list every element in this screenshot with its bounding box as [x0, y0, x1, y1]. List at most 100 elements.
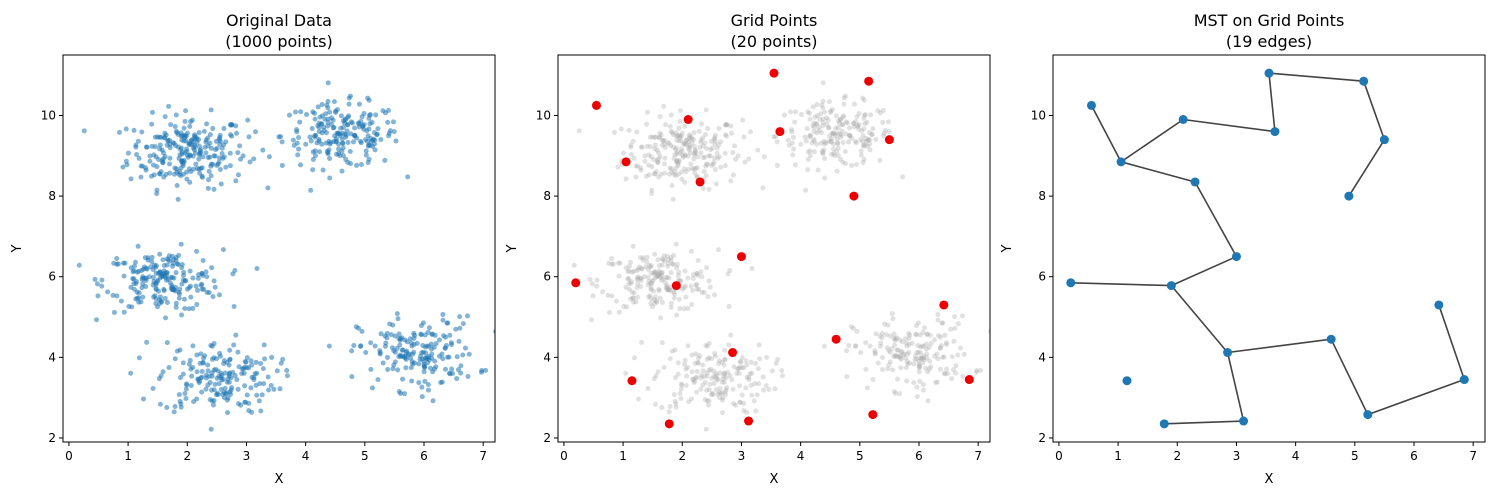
background-point: [902, 336, 908, 342]
data-point: [296, 134, 302, 140]
background-point: [849, 135, 855, 141]
background-point: [861, 115, 867, 121]
background-point: [711, 159, 717, 165]
background-point: [720, 376, 726, 382]
data-point: [354, 135, 360, 141]
background-point: [716, 125, 722, 131]
data-point: [274, 368, 280, 374]
background-point: [974, 369, 980, 375]
data-point: [310, 167, 316, 173]
background-point: [661, 364, 667, 370]
background-point: [820, 119, 826, 125]
data-point: [177, 286, 183, 292]
background-point: [891, 331, 897, 337]
data-point: [201, 128, 207, 134]
background-point: [659, 142, 665, 148]
background-point: [842, 93, 848, 99]
background-point: [752, 381, 758, 387]
background-point: [903, 355, 909, 361]
y-tick-label: 6: [48, 270, 56, 284]
background-point: [652, 134, 658, 140]
data-point: [390, 119, 396, 125]
background-point: [706, 355, 712, 361]
data-point: [175, 261, 181, 267]
background-point: [935, 311, 941, 317]
data-point: [183, 396, 189, 402]
background-point: [894, 347, 900, 353]
background-point: [825, 125, 831, 131]
data-point: [259, 392, 265, 398]
data-point: [392, 333, 398, 339]
background-point: [808, 132, 814, 138]
data-point: [227, 163, 233, 169]
background-point: [600, 289, 606, 295]
background-point: [695, 272, 701, 278]
data-point: [325, 80, 331, 86]
data-point: [144, 144, 150, 150]
data-point: [338, 125, 344, 131]
grid-point: [868, 410, 878, 420]
data-point: [163, 315, 169, 321]
background-point: [678, 138, 684, 144]
background-point: [805, 149, 811, 155]
background-point: [679, 381, 685, 387]
data-point: [371, 130, 377, 136]
background-point: [834, 130, 840, 136]
data-point: [316, 149, 322, 155]
background-point: [786, 142, 792, 148]
background-point: [845, 139, 851, 145]
data-point: [262, 356, 268, 362]
data-point: [356, 101, 362, 107]
background-point: [870, 126, 876, 132]
background-point: [740, 117, 746, 123]
background-point: [831, 151, 837, 157]
data-point: [440, 311, 446, 317]
background-point: [738, 399, 744, 405]
data-point: [340, 153, 346, 159]
data-point: [309, 126, 315, 132]
background-point: [643, 264, 649, 270]
background-point: [737, 359, 743, 365]
background-point: [694, 389, 700, 395]
data-point: [161, 135, 167, 141]
background-point: [628, 281, 634, 287]
background-point: [684, 137, 690, 143]
background-point: [860, 143, 866, 149]
data-point: [172, 403, 178, 409]
data-point: [180, 371, 186, 377]
data-point: [327, 109, 333, 115]
data-point: [173, 257, 179, 263]
data-point: [363, 148, 369, 154]
data-point: [446, 370, 452, 376]
background-point: [875, 360, 881, 366]
data-point: [350, 139, 356, 145]
background-point: [634, 276, 640, 282]
y-tick-label: 2: [543, 431, 551, 445]
data-point: [154, 191, 160, 197]
x-axis-label: X: [1265, 472, 1274, 487]
data-point: [167, 161, 173, 167]
data-point: [160, 257, 166, 263]
data-point: [465, 373, 471, 379]
background-point: [872, 350, 878, 356]
data-point: [134, 152, 140, 158]
background-point: [822, 141, 828, 147]
data-point: [253, 359, 259, 365]
data-point: [227, 356, 233, 362]
background-point: [906, 330, 912, 336]
data-point: [211, 278, 217, 284]
background-point: [739, 355, 745, 361]
background-point: [628, 144, 634, 150]
data-point: [203, 372, 209, 378]
data-point: [242, 383, 248, 389]
background-point: [655, 150, 661, 156]
data-point: [200, 272, 206, 278]
data-point: [425, 360, 431, 366]
background-point: [711, 155, 717, 161]
background-point: [652, 401, 658, 407]
data-point: [194, 369, 200, 375]
data-point: [396, 354, 402, 360]
background-point: [653, 169, 659, 175]
background-point: [865, 143, 871, 149]
data-point: [390, 322, 396, 328]
